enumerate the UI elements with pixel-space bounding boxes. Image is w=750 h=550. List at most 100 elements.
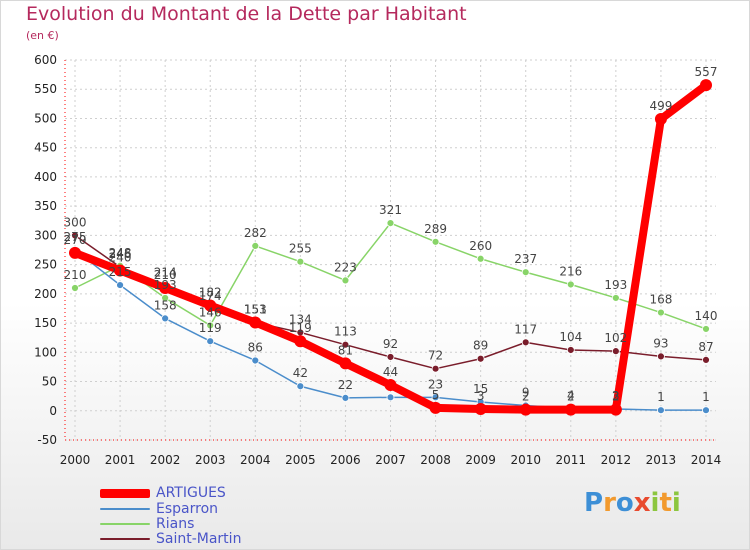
y-tick-label: 400 bbox=[34, 170, 57, 184]
data-label: 9 bbox=[522, 386, 530, 400]
y-tick-label: 0 bbox=[49, 404, 57, 418]
data-label: 174 bbox=[199, 289, 222, 303]
data-point bbox=[251, 242, 260, 250]
data-label: 214 bbox=[154, 266, 177, 280]
data-label: 86 bbox=[248, 340, 263, 354]
data-point bbox=[657, 352, 665, 361]
x-tick-label: 2009 bbox=[465, 453, 496, 467]
data-point bbox=[296, 382, 305, 391]
data-label: 87 bbox=[698, 340, 713, 354]
data-label: 2 bbox=[567, 390, 575, 404]
chart-title: Evolution du Montant de la Dette par Hab… bbox=[26, 3, 467, 25]
data-point bbox=[521, 268, 530, 277]
x-tick-label: 2014 bbox=[691, 453, 722, 467]
data-label: 89 bbox=[473, 339, 488, 353]
data-label: 119 bbox=[199, 321, 222, 335]
data-label: 282 bbox=[244, 226, 267, 240]
data-point bbox=[206, 321, 215, 330]
data-label: 223 bbox=[334, 260, 357, 274]
data-label: 237 bbox=[514, 252, 537, 266]
data-label: 215 bbox=[109, 265, 132, 279]
data-label: 557 bbox=[695, 65, 718, 79]
data-label: 5 bbox=[432, 388, 440, 402]
data-point bbox=[609, 403, 622, 416]
data-label: 81 bbox=[338, 343, 353, 357]
data-point bbox=[521, 338, 530, 347]
data-label: 499 bbox=[649, 99, 672, 113]
data-label: 3 bbox=[612, 389, 620, 403]
y-tick-label: 200 bbox=[34, 287, 57, 301]
data-label: 246 bbox=[109, 247, 132, 261]
data-point bbox=[566, 346, 575, 354]
x-tick-label: 2011 bbox=[556, 453, 587, 467]
data-label: 151 bbox=[244, 302, 267, 316]
data-point bbox=[384, 379, 397, 392]
y-tick-label: 300 bbox=[34, 228, 57, 242]
y-tick-label: 600 bbox=[34, 53, 57, 67]
data-point bbox=[431, 393, 440, 402]
data-label: 289 bbox=[424, 222, 447, 236]
data-point bbox=[657, 406, 665, 415]
x-tick-label: 2003 bbox=[195, 453, 226, 467]
x-tick-label: 2007 bbox=[375, 453, 406, 467]
data-point bbox=[386, 353, 395, 361]
x-tick-label: 2013 bbox=[646, 453, 677, 467]
data-label: 140 bbox=[695, 309, 718, 323]
data-label: 23 bbox=[428, 377, 443, 391]
data-label: 300 bbox=[64, 215, 87, 229]
data-point bbox=[341, 340, 350, 349]
data-label: 92 bbox=[383, 337, 398, 351]
data-point bbox=[339, 357, 352, 370]
data-label: 193 bbox=[604, 278, 627, 292]
data-point bbox=[251, 356, 260, 365]
x-tick-label: 2008 bbox=[420, 453, 451, 467]
data-point bbox=[476, 354, 485, 363]
y-tick-label: 250 bbox=[34, 258, 57, 272]
data-label: 1 bbox=[657, 390, 665, 404]
data-label: 93 bbox=[653, 336, 668, 350]
data-point bbox=[566, 280, 575, 289]
data-label: 117 bbox=[514, 322, 537, 336]
data-point bbox=[71, 231, 79, 240]
data-point bbox=[564, 403, 577, 416]
data-point bbox=[657, 308, 665, 317]
data-label: 134 bbox=[289, 312, 312, 326]
y-tick-label: 450 bbox=[34, 141, 57, 155]
data-label: 210 bbox=[154, 268, 177, 282]
y-tick-label: 550 bbox=[34, 82, 57, 96]
data-label: 321 bbox=[379, 203, 402, 217]
x-tick-label: 2006 bbox=[330, 453, 361, 467]
data-label: 44 bbox=[383, 365, 398, 379]
y-tick-label: 50 bbox=[42, 375, 57, 389]
data-point bbox=[431, 364, 440, 373]
data-label: 260 bbox=[469, 239, 492, 253]
x-tick-label: 2002 bbox=[150, 453, 181, 467]
data-label: 72 bbox=[428, 349, 443, 363]
data-point bbox=[161, 314, 170, 323]
data-point bbox=[611, 347, 620, 356]
data-label: 3 bbox=[477, 389, 485, 403]
data-label: 2 bbox=[612, 390, 620, 404]
data-label: 42 bbox=[293, 366, 308, 380]
data-label: 119 bbox=[289, 321, 312, 335]
data-point bbox=[69, 246, 81, 259]
data-point bbox=[341, 394, 350, 402]
data-label: 193 bbox=[154, 278, 177, 292]
data-point bbox=[114, 264, 127, 277]
data-point bbox=[386, 219, 395, 228]
data-label: 2 bbox=[522, 390, 530, 404]
data-point bbox=[206, 337, 215, 346]
data-label: 270 bbox=[64, 233, 87, 247]
data-point bbox=[476, 254, 485, 263]
data-point bbox=[702, 325, 710, 333]
data-label: 4 bbox=[567, 388, 575, 402]
data-point bbox=[204, 299, 217, 312]
data-point bbox=[294, 335, 307, 348]
data-label: 153 bbox=[244, 302, 267, 316]
data-point bbox=[700, 79, 712, 92]
data-point bbox=[702, 406, 710, 415]
data-label: 216 bbox=[559, 264, 582, 278]
y-tick-label: 100 bbox=[34, 345, 57, 359]
